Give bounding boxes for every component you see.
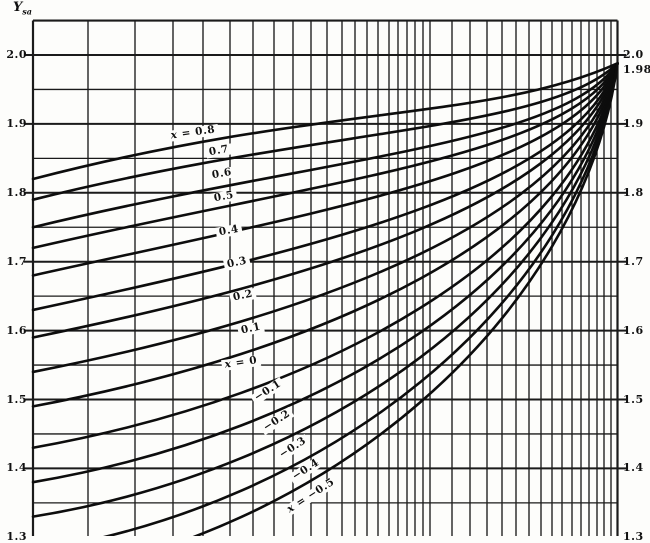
y-tick-label-left-1.9: 1.9 xyxy=(6,116,27,130)
curve-x-0.8 xyxy=(31,61,619,181)
y-tick-label-right-1.9: 1.9 xyxy=(623,116,644,130)
curve-x-0.6 xyxy=(31,61,619,229)
y-axis-title: Ysa xyxy=(13,1,32,19)
y-tick-label-left-1.3: 1.3 xyxy=(6,530,27,543)
curve-x--0.4 xyxy=(102,61,619,536)
y-tick-label-right-1.8: 1.8 xyxy=(623,185,644,199)
y-axis-title-main: Y xyxy=(13,0,23,15)
y-axis-title-sub: sa xyxy=(22,6,32,17)
y-tick-label-right-1.7: 1.7 xyxy=(623,254,644,268)
curve-x-0.5 xyxy=(31,61,619,250)
y-tick-label-right-2.0: 2.0 xyxy=(623,48,644,61)
curve-x--0.5 xyxy=(192,61,619,536)
y-tick-label-right-1.988: 1.988 xyxy=(623,63,650,77)
y-tick-label-left-1.4: 1.4 xyxy=(6,461,27,475)
y-tick-label-right-1.4: 1.4 xyxy=(623,461,644,475)
curve-x-0.3 xyxy=(31,61,619,312)
y-tick-label-left-1.8: 1.8 xyxy=(6,185,27,199)
curve-x-0 xyxy=(31,61,619,408)
y-tick-label-left-1.7: 1.7 xyxy=(6,254,27,268)
curve-x-0.1 xyxy=(31,61,619,374)
curve-x--0.1 xyxy=(31,61,619,450)
y-tick-label-right-1.6: 1.6 xyxy=(623,323,644,337)
curve-x-0.7 xyxy=(31,61,619,201)
y-tick-label-left-2.0: 2.0 xyxy=(6,48,27,61)
curve-x-0.2 xyxy=(31,61,619,339)
y-tick-label-right-1.3: 1.3 xyxy=(623,530,644,543)
curve-x-0.4 xyxy=(31,61,619,277)
curve-x--0.3 xyxy=(31,61,619,518)
y-tick-label-right-1.5: 1.5 xyxy=(623,392,644,406)
y-tick-label-left-1.6: 1.6 xyxy=(6,323,27,337)
y-tick-label-left-1.5: 1.5 xyxy=(6,392,27,406)
curve-x--0.2 xyxy=(31,61,619,484)
